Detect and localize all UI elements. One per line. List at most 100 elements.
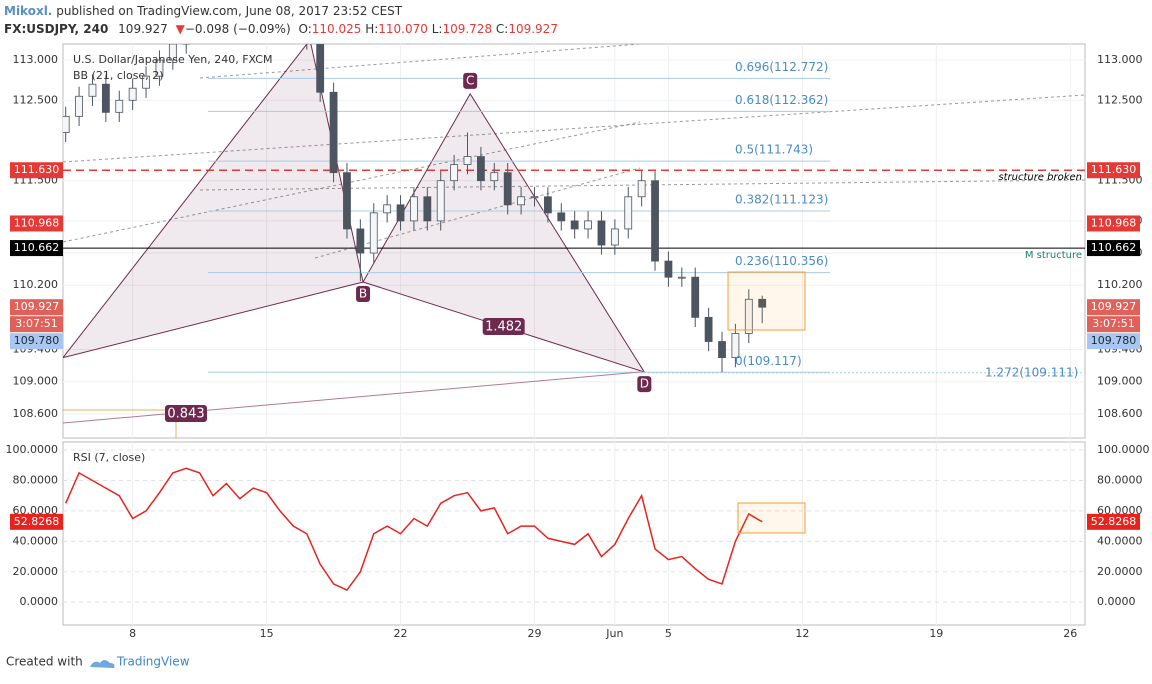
- price-layer: [63, 44, 1085, 374]
- symbol: FX:USDJPY, 240: [4, 22, 108, 36]
- last-price: 109.927: [118, 22, 168, 36]
- ratio-box: [482, 318, 525, 336]
- pattern-leg: [63, 281, 364, 359]
- candle-body: [677, 276, 686, 279]
- footer-brand[interactable]: TradingView: [116, 655, 190, 669]
- extension-label: 1.272(109.111): [985, 365, 1078, 379]
- open-label: O:: [298, 22, 311, 36]
- rsi-badge-label: 52.8268: [1091, 515, 1137, 528]
- price-badge-label: 3:07:51: [15, 317, 57, 330]
- highlight-box: [727, 271, 806, 331]
- fib-label: 0.5(111.743): [735, 143, 813, 157]
- y-tick-label: 0.0000: [20, 595, 59, 608]
- price-badge-label: 109.780: [14, 334, 60, 347]
- price-badge: [10, 240, 63, 257]
- candle-body: [356, 228, 365, 254]
- candle-body: [490, 172, 499, 182]
- candle-body: [128, 87, 137, 101]
- point-box: [463, 72, 478, 89]
- x-tick-label: 22: [394, 627, 408, 640]
- header-line: Mikoxl. published on TradingView.com, Ju…: [4, 4, 403, 18]
- fib-label: 0(109.117): [735, 354, 802, 368]
- candle-body: [155, 59, 164, 77]
- pattern-fill: [63, 44, 364, 358]
- ratio-line: [62, 371, 641, 424]
- low-label: L:: [432, 22, 443, 36]
- rsi-layer: [64, 467, 763, 591]
- price-badge-label: 110.968: [1091, 216, 1137, 229]
- price-badge-label: 3:07:51: [1092, 317, 1134, 330]
- price-badge-label: 110.968: [14, 216, 60, 229]
- candle-body: [369, 212, 378, 254]
- trendline: [314, 167, 641, 259]
- price-badge-label: 109.780: [1091, 334, 1137, 347]
- candle-body: [691, 276, 700, 318]
- trendlines: [63, 44, 1085, 259]
- x-tick-label: 26: [1063, 627, 1077, 640]
- high-label: H:: [365, 22, 378, 36]
- fib-label: 0.618(112.362): [735, 93, 828, 107]
- published: published on TradingView.com, June 08, 2…: [56, 4, 403, 18]
- rsi-badge: [10, 513, 63, 530]
- ratio-label: 1.482: [485, 320, 522, 335]
- candle-body: [530, 196, 539, 199]
- candle-body: [584, 220, 592, 230]
- x-tick-label: 12: [795, 627, 809, 640]
- candle-body: [731, 333, 740, 358]
- trendline: [63, 94, 1085, 163]
- y-tick-label: 60.0000: [1097, 504, 1143, 517]
- high: 110.070: [378, 22, 428, 36]
- symbol-line: FX:USDJPY, 240 109.927 ▼−0.098 (−0.09%) …: [4, 22, 558, 36]
- y-tick-label: 100.0000: [6, 443, 59, 456]
- open: 110.025: [312, 22, 362, 36]
- y-tick-label: 80.0000: [13, 473, 59, 486]
- y-tick-label: 20.0000: [1097, 565, 1143, 578]
- price-badge: [1087, 240, 1140, 257]
- y-tick-label: 112.500: [13, 93, 59, 106]
- y-tick-label: 0.0000: [1097, 595, 1136, 608]
- highlight-box: [737, 502, 806, 534]
- footer-created: Created with: [6, 655, 83, 669]
- price-badge: [1087, 299, 1140, 316]
- y-tick-label: 60.0000: [13, 504, 59, 517]
- price-badge: [10, 162, 63, 179]
- candle-body: [63, 115, 70, 133]
- price-badge: [10, 299, 63, 316]
- point-label: D: [640, 377, 649, 391]
- y-tick-label: 110.200: [13, 278, 59, 291]
- change: −0.098 (−0.09%): [185, 22, 291, 36]
- point-label: C: [466, 73, 474, 87]
- price-badge-label: 111.630: [14, 163, 60, 176]
- y-tick-label: 109.000: [1097, 375, 1143, 388]
- candle-body: [637, 180, 646, 198]
- candle-body: [343, 172, 351, 230]
- x-tick-label: 8: [129, 627, 136, 640]
- candle-body: [664, 260, 673, 278]
- candle-body: [450, 164, 459, 182]
- symbol-title: U.S. Dollar/Japanese Yen, 240, FXCM: [73, 53, 272, 66]
- price-badge: [1087, 333, 1140, 350]
- candle-body: [477, 156, 485, 182]
- point-box: [637, 376, 652, 393]
- y-tick-label: 113.000: [1097, 53, 1143, 66]
- author[interactable]: Mikoxl.: [4, 4, 52, 18]
- footer-logo: [90, 660, 115, 668]
- candle-body: [758, 298, 767, 308]
- candle-body: [88, 83, 97, 97]
- candle-body: [115, 99, 124, 113]
- level-label: structure broken: [998, 172, 1082, 183]
- y-tick-label: 20.0000: [13, 565, 59, 578]
- candle-body: [410, 196, 418, 222]
- fib-label: 0.236(110.356): [735, 254, 828, 268]
- fib-label: 0.696(112.772): [735, 60, 828, 74]
- candle-body: [316, 44, 325, 93]
- candle-body: [142, 75, 150, 89]
- ratio-box: [165, 405, 207, 422]
- candle-body: [704, 316, 713, 342]
- x-tick-label: 29: [527, 627, 541, 640]
- candle-body: [543, 196, 552, 214]
- candle-body: [503, 172, 512, 206]
- candle-body: [744, 298, 753, 334]
- candle-body: [597, 220, 606, 246]
